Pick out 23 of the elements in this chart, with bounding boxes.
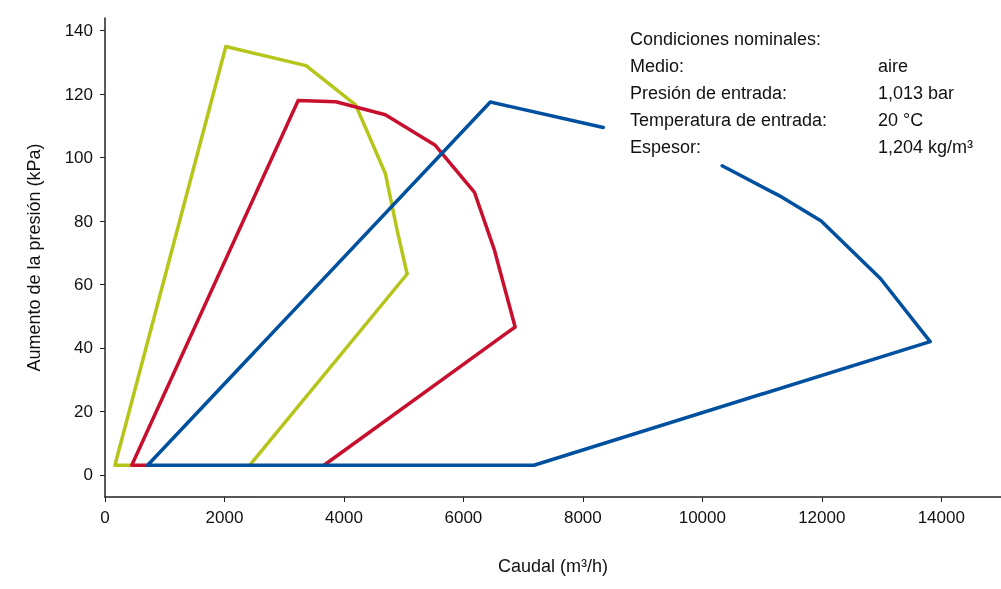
x-tick-label: 4000 — [325, 508, 363, 527]
x-tick-label: 14000 — [917, 508, 965, 527]
y-tick-label: 80 — [74, 211, 93, 231]
x-tick-label: 6000 — [444, 508, 483, 527]
x-tick-label: 10000 — [678, 508, 726, 527]
text: Temperatura de entrada: 20 °C — [630, 110, 924, 130]
x-tick-label: 8000 — [563, 508, 602, 527]
x-tick-label: 2000 — [205, 508, 244, 527]
x-axis-title: Caudal (m³/h) — [497, 556, 609, 576]
y-tick-label: 120 — [64, 84, 93, 104]
y-tick-label: 100 — [64, 148, 93, 168]
y-tick-label: 40 — [74, 338, 93, 358]
x-tick-label: 0 — [100, 508, 110, 527]
y-tick-label: 140 — [64, 21, 93, 41]
text: Medio: aire — [630, 56, 909, 76]
y-tick-label: 60 — [74, 274, 93, 294]
y-tick-label: 20 — [74, 401, 93, 421]
y-tick-label: 0 — [83, 465, 93, 485]
annotation: Condiciones nominales: — [630, 29, 822, 49]
text: Espesor: 1,204 kg/m³ — [630, 137, 974, 157]
x-tick-label: 12000 — [798, 508, 846, 527]
text: Presión de entrada: 1,013 bar — [630, 83, 955, 103]
y-axis-title: Aumento de la presión (kPa) — [24, 143, 44, 372]
